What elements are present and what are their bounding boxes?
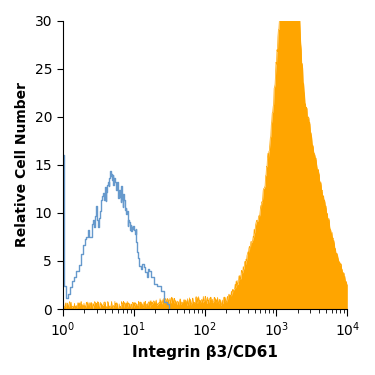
X-axis label: Integrin β3/CD61: Integrin β3/CD61 xyxy=(132,345,278,360)
Y-axis label: Relative Cell Number: Relative Cell Number xyxy=(15,82,29,247)
